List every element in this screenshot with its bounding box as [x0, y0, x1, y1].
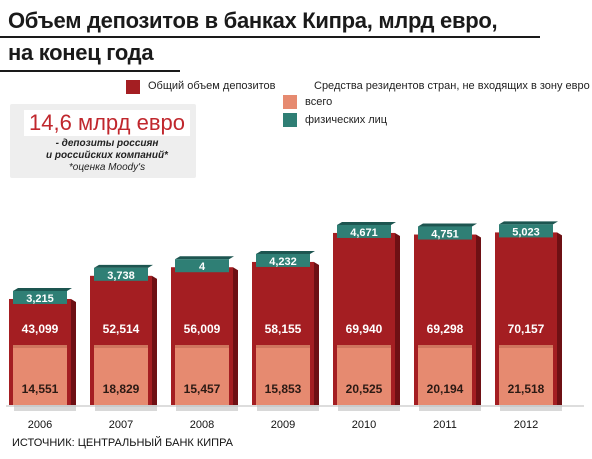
legend-heading-nonresident: Средства резидентов стран, не входящих в…	[314, 80, 590, 92]
label-individuals: 4,751	[431, 229, 459, 241]
bar-nonresident-edge	[499, 345, 553, 348]
bar-nonresident-edge	[256, 345, 310, 348]
label-nonresident: 20,525	[346, 382, 383, 396]
chart-title-line1: Объем депозитов в банках Кипра, млрд евр…	[8, 8, 498, 33]
bar-nonresident-edge	[13, 345, 67, 348]
source-note: ИСТОЧНИК: ЦЕНТРАЛЬНЫЙ БАНК КИПРА	[12, 437, 234, 449]
bar-cap-top	[94, 264, 153, 268]
label-nonresident: 14,551	[22, 382, 59, 396]
label-individuals: 3,215	[26, 293, 54, 305]
legend-swatch-total	[126, 80, 140, 94]
bar-individuals	[337, 224, 391, 238]
bar-individuals	[13, 290, 67, 304]
bar-side	[395, 232, 400, 405]
label-individuals: 3,738	[107, 270, 135, 282]
label-total: 43,099	[22, 322, 59, 336]
bar-side	[557, 232, 562, 405]
bar-cap-top	[499, 221, 558, 225]
label-total: 69,298	[427, 322, 464, 336]
bar-nonresident-edge	[94, 345, 148, 348]
bar-nonresident-edge	[175, 345, 229, 348]
label-total: 70,157	[508, 322, 545, 336]
bar-nonresident	[175, 345, 229, 405]
label-total: 52,514	[103, 322, 140, 336]
label-total: 56,009	[184, 322, 221, 336]
bar-side	[71, 298, 76, 405]
callout-line-1: - депозиты россиян	[55, 138, 159, 149]
bar-nonresident	[256, 345, 310, 405]
chart-title-line2: на конец года	[8, 40, 154, 65]
bar-side	[152, 275, 157, 405]
bar-cap-top	[337, 221, 396, 225]
legend-swatch-individuals	[283, 113, 297, 127]
title-underline-1	[0, 36, 540, 38]
x-tick-label: 2008	[190, 419, 214, 431]
bar-nonresident	[337, 345, 391, 405]
label-nonresident: 20,194	[427, 382, 464, 396]
label-nonresident: 18,829	[103, 382, 140, 396]
callout-line-2: и российских компаний*	[46, 150, 168, 161]
bar-individuals	[418, 226, 472, 240]
bar-side	[476, 234, 481, 405]
x-tick-label: 2009	[271, 419, 295, 431]
bar-nonresident	[418, 345, 472, 405]
label-nonresident: 15,457	[184, 382, 221, 396]
label-individuals: 4,671	[350, 227, 378, 239]
bar-cap-top	[13, 287, 72, 291]
bar-cap-top	[256, 250, 315, 254]
label-nonresident: 15,853	[265, 382, 302, 396]
legend-label-nonresident: всего	[305, 96, 333, 108]
bar-nonresident-edge	[418, 345, 472, 348]
x-tick-label: 2010	[352, 419, 376, 431]
label-nonresident: 21,518	[508, 382, 545, 396]
title-underline-2	[0, 70, 180, 72]
bar-individuals	[175, 259, 229, 273]
bar-side	[233, 267, 238, 405]
x-tick-label: 2011	[433, 419, 457, 431]
callout-line-3: *оценка Moody's	[68, 162, 146, 173]
callout-headline: 14,6 млрд евро	[24, 110, 190, 136]
label-individuals: 4,232	[269, 256, 297, 268]
bar-individuals	[499, 224, 553, 238]
label-individuals: 4	[199, 261, 206, 273]
bar-nonresident	[13, 345, 67, 405]
bar-individuals	[256, 253, 310, 267]
x-tick-label: 2007	[109, 419, 133, 431]
bar-cap-top	[418, 223, 477, 227]
legend-swatch-nonresident	[283, 95, 297, 109]
bar-nonresident	[94, 345, 148, 405]
legend-label-individuals: физических лиц	[305, 114, 388, 126]
bar-nonresident-edge	[337, 345, 391, 348]
legend-label-total: Общий объем депозитов	[148, 80, 276, 92]
bar-nonresident	[499, 345, 553, 405]
label-total: 69,940	[346, 322, 383, 336]
x-tick-label: 2006	[28, 419, 52, 431]
label-individuals: 5,023	[512, 226, 540, 238]
bar-cap-top	[175, 256, 234, 260]
label-total: 58,155	[265, 322, 302, 336]
bar-individuals	[94, 267, 148, 281]
x-tick-label: 2012	[514, 419, 538, 431]
bar-side	[314, 261, 319, 405]
